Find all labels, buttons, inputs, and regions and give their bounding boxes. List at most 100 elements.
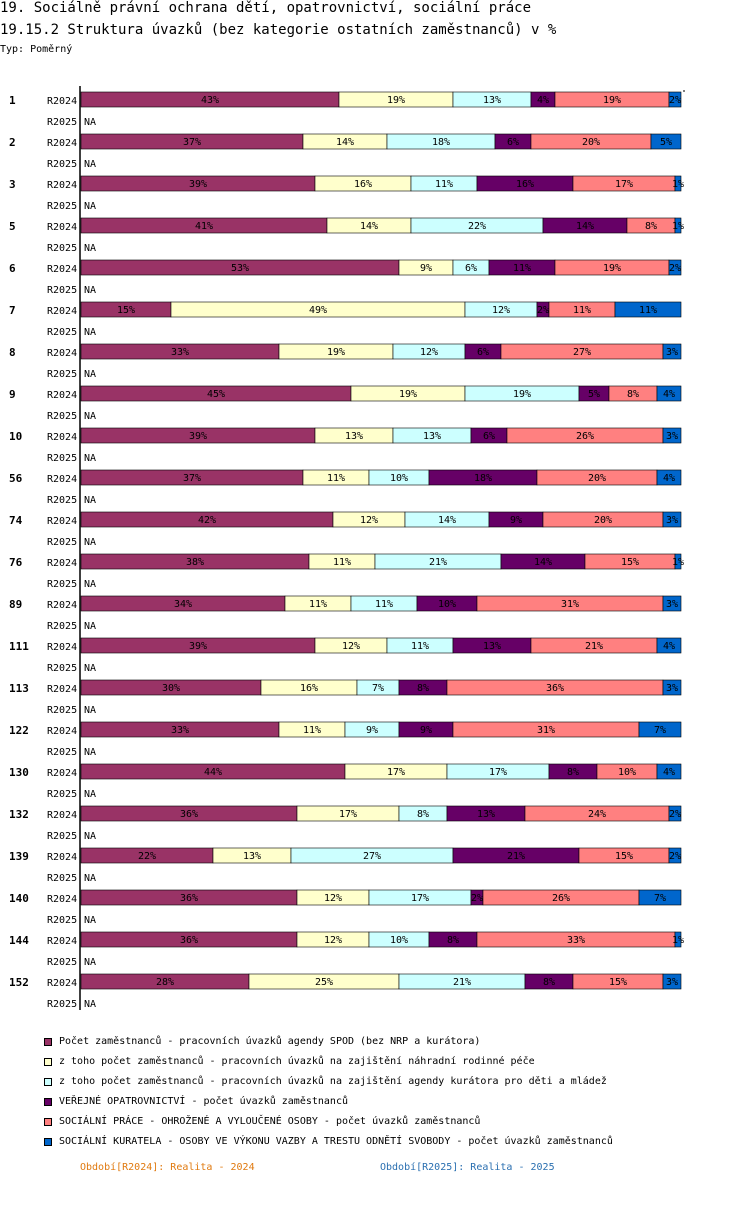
row-label-r2025: R2025	[47, 201, 77, 212]
data-label: 12%	[324, 893, 342, 904]
data-label: 11%	[375, 599, 393, 610]
data-label: 10%	[438, 599, 456, 610]
row-label-r2024: R2024	[47, 264, 77, 275]
data-label: 17%	[411, 893, 429, 904]
na-label: NA	[84, 495, 96, 506]
row-label-r2024: R2024	[47, 600, 77, 611]
na-label: NA	[84, 831, 96, 842]
group-label: 152	[9, 976, 29, 989]
data-label: 21%	[453, 977, 471, 988]
data-label: 11%	[513, 263, 531, 274]
na-label: NA	[84, 915, 96, 926]
bar-segment	[674, 553, 682, 570]
data-label: 19%	[387, 95, 405, 106]
data-label: 17%	[615, 179, 633, 190]
group-label: 74	[9, 514, 23, 527]
data-label: 53%	[231, 263, 249, 274]
chart-title: 19. Sociálně právní ochrana dětí, opatro…	[0, 0, 532, 16]
group-label: 144	[9, 934, 29, 947]
row-label-r2025: R2025	[47, 327, 77, 338]
na-label: NA	[84, 285, 96, 296]
bar-segment	[674, 931, 682, 948]
na-label: NA	[84, 369, 96, 380]
legend-swatch	[44, 1038, 52, 1046]
data-label: 6%	[507, 137, 519, 148]
data-label: 10%	[618, 767, 636, 778]
row-label-r2025: R2025	[47, 705, 77, 716]
legend-swatch	[44, 1058, 52, 1066]
data-label: 4%	[663, 473, 675, 484]
row-label-r2024: R2024	[47, 768, 77, 779]
group-label: 3	[9, 178, 16, 191]
data-label: 1%	[672, 179, 684, 190]
data-label: 41%	[195, 221, 213, 232]
row-label-r2025: R2025	[47, 579, 77, 590]
chart-type-label: Typ: Poměrný	[0, 44, 73, 55]
data-label: 4%	[663, 767, 675, 778]
bar-segment	[674, 175, 682, 192]
group-label: 89	[9, 598, 22, 611]
row-label-r2024: R2024	[47, 180, 77, 191]
data-label: 33%	[171, 347, 189, 358]
data-label: 13%	[477, 809, 495, 820]
data-label: 17%	[489, 767, 507, 778]
data-label: 44%	[204, 767, 222, 778]
row-label-r2024: R2024	[47, 894, 77, 905]
data-label: 9%	[420, 725, 432, 736]
data-label: 27%	[573, 347, 591, 358]
bar-segment	[662, 973, 682, 990]
period-2024-label: Období[R2024]: Realita - 2024	[80, 1162, 255, 1173]
data-label: 11%	[309, 599, 327, 610]
data-label: 4%	[663, 641, 675, 652]
stacked-bar-chart: 1 R2024 R2025 NA 43% 19% 13% 4% 19% 2% 2 R2024 R2025…	[9, 86, 685, 1010]
data-label: 11%	[303, 725, 321, 736]
row-label-r2025: R2025	[47, 663, 77, 674]
data-label: 20%	[588, 473, 606, 484]
na-label: NA	[84, 999, 96, 1010]
data-label: 11%	[435, 179, 453, 190]
data-label: 21%	[429, 557, 447, 568]
data-label: 18%	[474, 473, 492, 484]
data-label: 16%	[354, 179, 372, 190]
data-label: 26%	[552, 893, 570, 904]
data-label: 3%	[666, 431, 678, 442]
data-label: 1%	[672, 557, 684, 568]
data-label: 8%	[567, 767, 579, 778]
row-label-r2025: R2025	[47, 285, 77, 296]
data-label: 11%	[327, 473, 345, 484]
row-label-r2024: R2024	[47, 978, 77, 989]
group-label: 7	[9, 304, 16, 317]
row-label-r2024: R2024	[47, 684, 77, 695]
na-label: NA	[84, 873, 96, 884]
legend-label: Počet zaměstnanců - pracovních úvazků ag…	[59, 1036, 481, 1047]
data-label: 7%	[654, 725, 666, 736]
legend-label: SOCIÁLNÍ PRÁCE - OHROŽENÉ A VYLOUČENÉ OS…	[59, 1116, 481, 1127]
bar-segment	[656, 637, 682, 654]
data-label: 21%	[585, 641, 603, 652]
na-label: NA	[84, 957, 96, 968]
bar-segment	[662, 343, 682, 360]
bar-segment	[614, 301, 682, 318]
row-label-r2025: R2025	[47, 243, 77, 254]
data-label: 13%	[345, 431, 363, 442]
legend-label: VEŘEJNÉ OPATROVNICTVÍ - počet úvazků zam…	[59, 1096, 348, 1107]
data-label: 8%	[417, 809, 429, 820]
na-label: NA	[84, 789, 96, 800]
data-label: 16%	[300, 683, 318, 694]
data-label: 37%	[183, 473, 201, 484]
data-label: 4%	[537, 95, 549, 106]
row-label-r2024: R2024	[47, 432, 77, 443]
row-label-r2024: R2024	[47, 516, 77, 527]
legend-label: SOCIÁLNÍ KURATELA - OSOBY VE VÝKONU VAZB…	[59, 1136, 613, 1147]
data-label: 9%	[420, 263, 432, 274]
na-label: NA	[84, 747, 96, 758]
row-label-r2024: R2024	[47, 474, 77, 485]
data-label: 19%	[603, 95, 621, 106]
data-label: 22%	[138, 851, 156, 862]
group-label: 10	[9, 430, 22, 443]
data-label: 12%	[324, 935, 342, 946]
data-label: 36%	[180, 935, 198, 946]
data-label: 43%	[201, 95, 219, 106]
data-label: 33%	[171, 725, 189, 736]
data-label: 12%	[342, 641, 360, 652]
